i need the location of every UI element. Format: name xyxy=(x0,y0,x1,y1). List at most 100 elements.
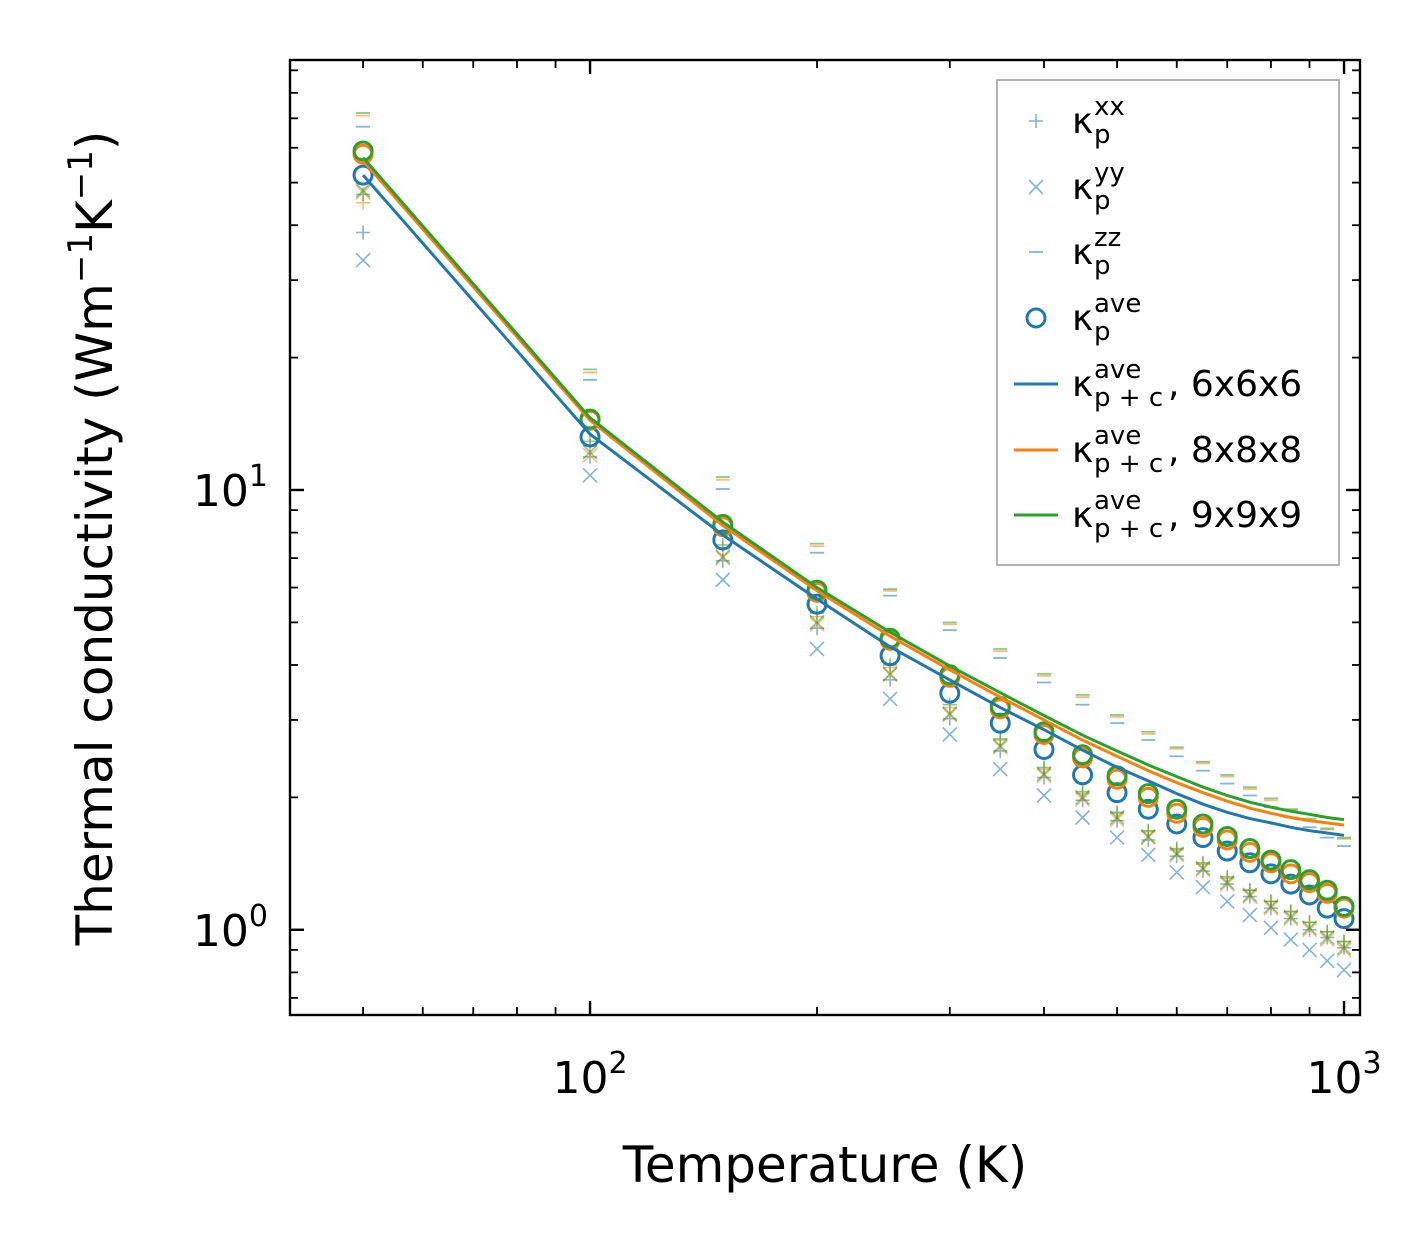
kxx-point-9x9x9 xyxy=(1036,760,1051,775)
x-tick-label: 103 xyxy=(1306,1046,1381,1104)
legend-kappa: κ xyxy=(1072,232,1093,273)
legend-subscript: p xyxy=(1094,317,1111,347)
y-axis-label-main: Thermal conductivity (Wm xyxy=(66,283,124,946)
legend-label-0: κpxx xyxy=(1072,92,1125,150)
kpc-line-9x9x9 xyxy=(361,156,1345,822)
kyy-point-9x9x9 xyxy=(882,666,898,682)
legend-superscript: xx xyxy=(1094,92,1125,122)
kyy-point-9x9x9 xyxy=(1169,846,1185,862)
kave-point-6x6x6 xyxy=(1216,840,1238,862)
kxx-point-9x9x9 xyxy=(1220,869,1235,884)
data-markers xyxy=(352,112,1355,978)
kyy-point-8x8x8 xyxy=(1336,942,1352,958)
legend-marker-1 xyxy=(1028,179,1044,195)
kpc-line-8x8x8 xyxy=(361,159,1345,827)
x-tick-label: 102 xyxy=(552,1046,627,1104)
legend-label-1: κpyy xyxy=(1072,158,1125,216)
kyy-point-9x9x9 xyxy=(1109,809,1125,826)
kave-point-9x9x9 xyxy=(1033,721,1055,743)
kyy-point-9x9x9 xyxy=(809,614,825,630)
kyy-point-6x6x6 xyxy=(1283,931,1299,948)
kyy-point-9x9x9 xyxy=(1336,940,1352,956)
kyy-point-8x8x8 xyxy=(1219,876,1235,892)
y-tick-label: 100 xyxy=(193,899,268,957)
kyy-point-6x6x6 xyxy=(1301,942,1318,958)
kyy-point-9x9x9 xyxy=(1140,828,1156,845)
y-axis-label: Thermal conductivity (Wm−1K−1) xyxy=(61,131,124,947)
legend-superscript: ave xyxy=(1094,355,1141,385)
kyy-point-8x8x8 xyxy=(1074,791,1091,807)
kyy-point-9x9x9 xyxy=(1074,789,1091,805)
legend-tail: , 9x9x9 xyxy=(1168,495,1302,536)
legend-label-2: κpzz xyxy=(1072,223,1121,281)
kpc-line-6x6x6 xyxy=(361,174,1345,837)
legend-kappa: κ xyxy=(1072,167,1093,208)
x-tick-label-exp: 2 xyxy=(608,1046,627,1081)
kyy-point-8x8x8 xyxy=(942,707,958,723)
kyy-point-6x6x6 xyxy=(1242,907,1258,923)
kyy-point-9x9x9 xyxy=(1301,920,1318,936)
kyy-point-6x6x6 xyxy=(715,572,731,588)
kyy-point-8x8x8 xyxy=(809,616,825,632)
kave-point-9x9x9 xyxy=(1333,895,1355,917)
legend-label-6: κp + cave , 9x9x9 xyxy=(1072,486,1302,544)
kave-point-9x9x9 xyxy=(352,140,374,162)
legend-superscript: zz xyxy=(1094,223,1121,253)
kyy-point-8x8x8 xyxy=(582,447,598,463)
kyy-point-6x6x6 xyxy=(992,761,1008,777)
kyy-point-8x8x8 xyxy=(1109,812,1125,828)
legend-kappa: κ xyxy=(1072,101,1093,142)
kave-point-9x9x9 xyxy=(1280,859,1302,881)
kyy-point-6x6x6 xyxy=(1036,787,1052,804)
kyy-point-9x9x9 xyxy=(942,706,958,722)
legend-superscript: ave xyxy=(1094,421,1141,451)
kyy-point-6x6x6 xyxy=(1074,809,1091,826)
kyy-point-6x6x6 xyxy=(1195,879,1211,895)
kyy-point-6x6x6 xyxy=(1169,864,1185,881)
legend-marker-0 xyxy=(1029,114,1043,128)
legend-kappa: κ xyxy=(1072,495,1093,536)
kyy-point-6x6x6 xyxy=(942,726,958,743)
kyy-point-6x6x6 xyxy=(809,641,825,657)
kyy-point-8x8x8 xyxy=(1319,931,1335,948)
kave-point-6x6x6 xyxy=(352,164,374,186)
legend-kappa: κ xyxy=(1072,364,1093,405)
kyy-point-6x6x6 xyxy=(1109,830,1125,846)
legend-subscript: p + c xyxy=(1094,383,1163,413)
legend-label-3: κpave xyxy=(1072,289,1141,347)
kave-point-9x9x9 xyxy=(1260,849,1282,871)
y-axis-label-exp1: −1 xyxy=(61,233,101,283)
legend-subscript: p xyxy=(1094,120,1111,150)
kave-point-6x6x6 xyxy=(1072,764,1094,786)
y-tick-label: 101 xyxy=(193,459,268,517)
legend-subscript: p xyxy=(1094,186,1111,216)
legend-label-4: κp + cave , 6x6x6 xyxy=(1072,355,1302,413)
kave-point-9x9x9 xyxy=(1299,869,1321,891)
kxx-point-9x9x9 xyxy=(1337,934,1352,949)
legend-kappa: κ xyxy=(1072,430,1093,471)
kave-point-9x9x9 xyxy=(1192,813,1214,835)
kave-point-6x6x6 xyxy=(1260,863,1282,885)
kxx-point-9x9x9 xyxy=(1320,924,1335,939)
legend-label-5: κp + cave , 8x8x8 xyxy=(1072,421,1302,479)
kyy-point-9x9x9 xyxy=(1219,875,1235,891)
kave-point-9x9x9 xyxy=(579,408,601,430)
kyy-point-6x6x6 xyxy=(582,467,598,483)
kave-point-9x9x9 xyxy=(1137,783,1159,805)
kxx-point-9x9x9 xyxy=(993,731,1008,746)
y-tick-label-exp: 0 xyxy=(249,899,268,934)
kave-point-6x6x6 xyxy=(1239,852,1261,874)
x-axis-label: Temperature (K) xyxy=(622,1136,1027,1194)
kyy-point-8x8x8 xyxy=(1036,768,1052,784)
kyy-point-8x8x8 xyxy=(715,550,731,566)
y-tick-label-base: 10 xyxy=(193,466,249,517)
kave-point-6x6x6 xyxy=(1192,827,1214,849)
kyy-point-8x8x8 xyxy=(992,739,1008,755)
y-axis-label-end: ) xyxy=(66,131,124,151)
legend-superscript: ave xyxy=(1094,289,1141,319)
kyy-point-9x9x9 xyxy=(1036,766,1052,782)
kyy-point-9x9x9 xyxy=(1263,898,1279,914)
kyy-point-6x6x6 xyxy=(1140,847,1156,863)
kyy-point-9x9x9 xyxy=(992,738,1008,754)
